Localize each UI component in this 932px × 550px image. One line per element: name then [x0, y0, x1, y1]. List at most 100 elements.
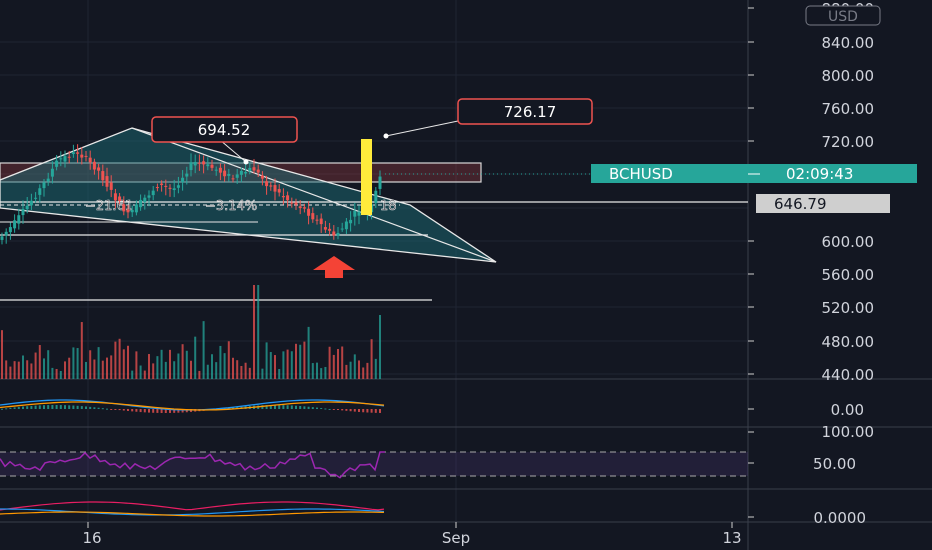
- candle-body: [248, 167, 252, 172]
- last-price-label[interactable]: 646.79: [756, 194, 890, 213]
- candle-body: [164, 185, 168, 187]
- macd-histogram-bar: [114, 409, 117, 410]
- volume-bar: [131, 370, 134, 379]
- macd-histogram-bar: [68, 405, 71, 409]
- price-axis[interactable]: 880.00 840.00 800.00 760.00 720.00 600.0…: [813, 0, 874, 527]
- macd-histogram-bar: [345, 409, 348, 411]
- osc-axis-label: 0.0000: [814, 509, 867, 527]
- volume-bar: [160, 349, 163, 379]
- candle-body: [25, 205, 29, 210]
- volume-bar: [215, 362, 218, 379]
- macd-histogram-bar: [299, 406, 302, 409]
- candle-body: [214, 169, 218, 171]
- volume-bar: [173, 361, 176, 379]
- volume-bar: [106, 357, 108, 379]
- macd-histogram-bar: [307, 406, 310, 409]
- candle-body: [88, 157, 92, 163]
- candle-body: [71, 152, 75, 155]
- volume-bar: [80, 322, 83, 379]
- volume-bar: [47, 350, 50, 379]
- candle-body: [34, 197, 38, 199]
- volume-bar: [97, 347, 100, 379]
- macd-histogram-bar: [30, 405, 33, 409]
- macd-histogram-bar: [362, 409, 365, 413]
- macd-pane[interactable]: [0, 399, 385, 413]
- macd-histogram-bar: [177, 409, 180, 413]
- volume-bar: [38, 345, 41, 379]
- macd-histogram-bar: [1, 408, 3, 410]
- yellow-highlight-bar[interactable]: [361, 139, 372, 215]
- volume-bar: [332, 354, 335, 379]
- currency-button[interactable]: USD: [805, 5, 881, 26]
- callout-right[interactable]: 726.17: [383, 98, 593, 139]
- symbol-badge[interactable]: BCHUSD 02:09:43: [591, 164, 917, 183]
- volume-bar: [328, 346, 331, 379]
- candles[interactable]: [0, 144, 382, 245]
- candle-body: [273, 185, 277, 192]
- macd-histogram-bar: [93, 407, 96, 409]
- volume-bar: [114, 341, 117, 379]
- callout-left[interactable]: 694.52: [151, 116, 298, 165]
- macd-histogram-bar: [143, 409, 146, 413]
- volume-bar: [5, 360, 8, 379]
- macd-histogram-bar: [232, 407, 234, 409]
- rsi-pane[interactable]: [0, 451, 748, 479]
- volume-bar: [244, 362, 247, 379]
- candle-body: [349, 219, 353, 224]
- macd-histogram-bar: [379, 409, 381, 413]
- candle-body: [160, 183, 164, 186]
- candle-body: [357, 211, 361, 216]
- macd-histogram-bar: [85, 406, 87, 409]
- volume-bar: [127, 345, 129, 379]
- candle-body: [189, 162, 193, 171]
- volume-bar: [143, 370, 146, 379]
- macd-histogram-bar: [122, 409, 125, 411]
- macd-histogram-bar: [173, 409, 176, 413]
- volume-bar: [85, 361, 87, 379]
- macd-histogram-bar: [274, 405, 276, 409]
- macd-histogram-bar: [164, 409, 167, 413]
- volume-bar: [311, 363, 314, 379]
- symbol-badge-countdown: 02:09:43: [786, 165, 853, 183]
- volume-bar: [110, 355, 113, 379]
- oscillator-pane[interactable]: [0, 501, 385, 517]
- candle-body: [235, 174, 239, 178]
- volume-bar: [240, 366, 243, 379]
- volume-bar: [303, 341, 306, 379]
- volume-bar: [122, 349, 125, 379]
- candle-body: [256, 169, 260, 173]
- volume-bar: [295, 343, 297, 379]
- macd-histogram-bar: [51, 405, 54, 409]
- symbol-badge-symbol: BCHUSD: [609, 165, 673, 183]
- volume-bar: [248, 367, 251, 379]
- macd-histogram-bar: [286, 405, 289, 409]
- macd-histogram-bar: [265, 405, 268, 409]
- candle-body: [63, 156, 67, 162]
- volume-bar: [101, 360, 104, 379]
- candle-body: [80, 154, 84, 158]
- candle-body: [294, 202, 298, 205]
- macd-histogram-bar: [72, 405, 75, 409]
- candle-body: [147, 195, 151, 198]
- volume-bar: [236, 360, 239, 379]
- triangle-upper-line: [131, 127, 497, 263]
- volume-bar: [269, 352, 272, 379]
- candle-body: [332, 231, 336, 236]
- last-price-text: 646.79: [774, 195, 827, 213]
- volume-bar: [290, 351, 293, 379]
- osc-line-blue: [0, 508, 385, 516]
- price-tick-label: 760.00: [822, 100, 875, 118]
- candle-body: [97, 167, 101, 171]
- price-tick-label: 560.00: [822, 266, 875, 284]
- red-up-arrow-icon[interactable]: [313, 256, 355, 278]
- macd-histogram-bar: [13, 407, 16, 409]
- time-axis[interactable]: 16 Sep 13: [82, 529, 741, 547]
- macd-histogram-bar: [80, 406, 83, 409]
- macd-histogram-bar: [366, 409, 369, 413]
- candle-body: [38, 188, 42, 195]
- macd-histogram-bar: [295, 405, 297, 409]
- candle-body: [202, 161, 206, 165]
- triangle-pattern[interactable]: [0, 127, 497, 263]
- candle-body: [298, 206, 302, 208]
